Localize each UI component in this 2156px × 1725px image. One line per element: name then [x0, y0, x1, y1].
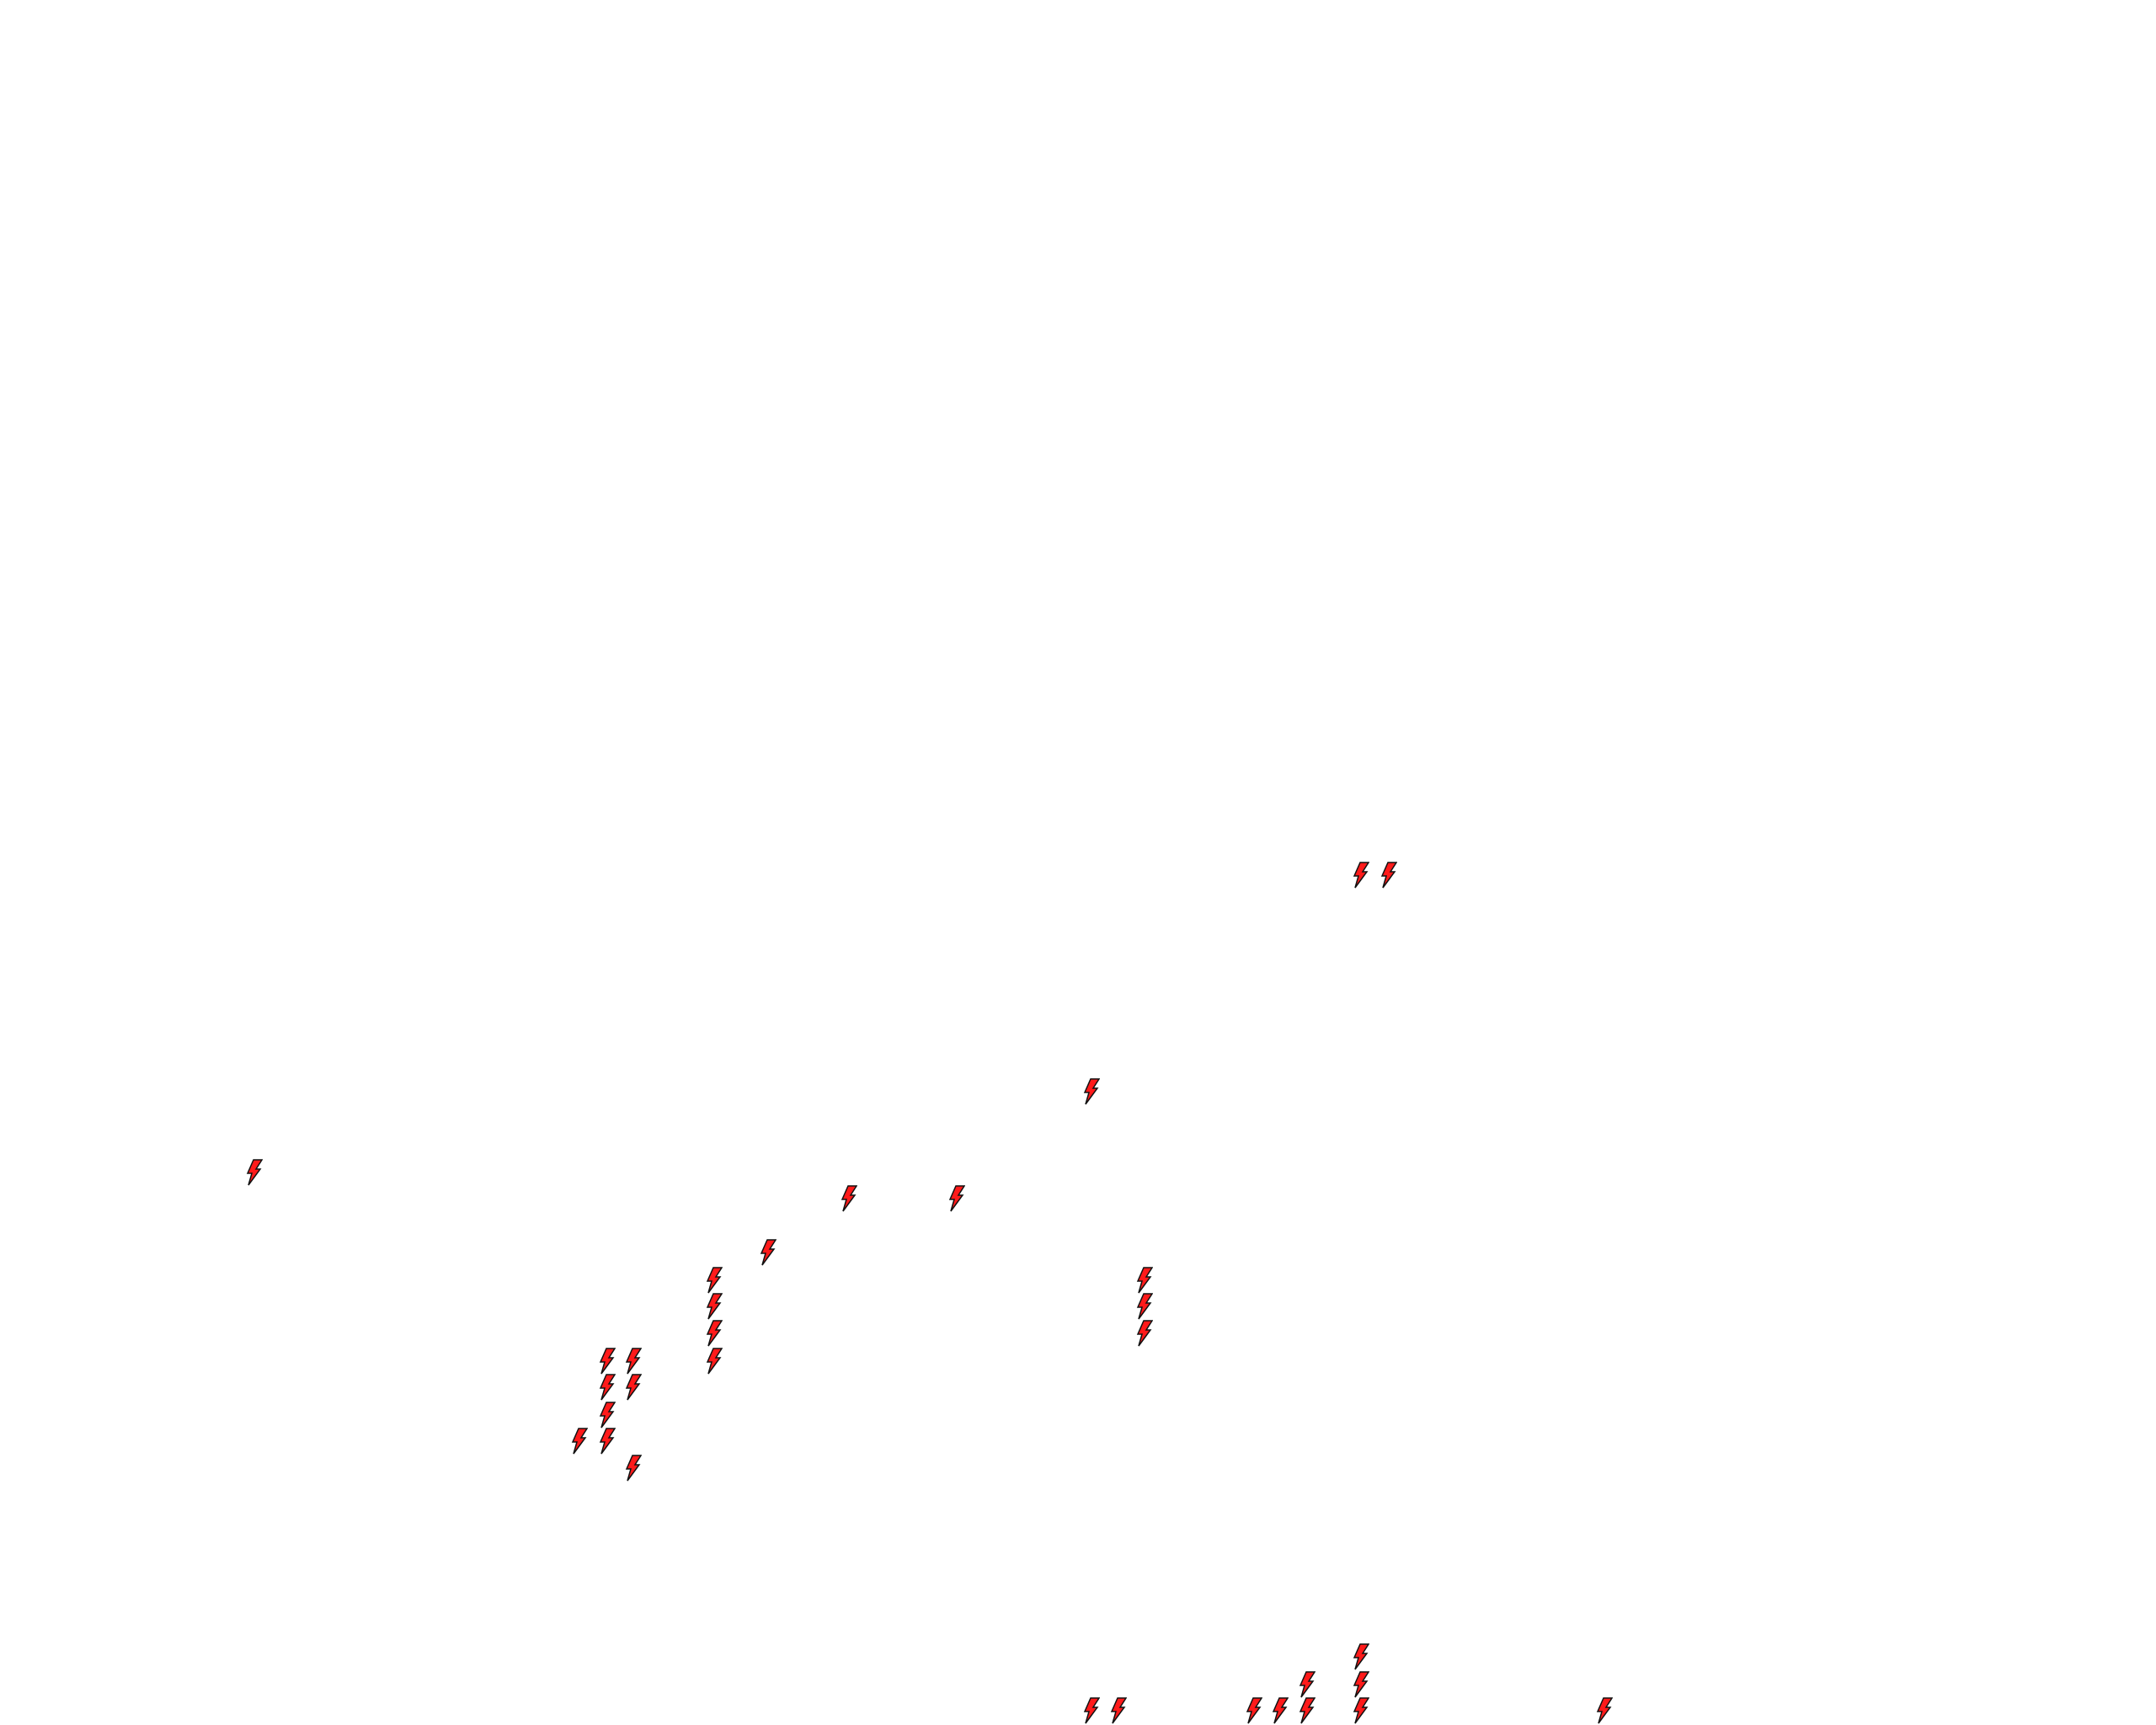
- lightning-bolt-icon[interactable]: [599, 1402, 616, 1429]
- lightning-bolt-icon[interactable]: [1299, 1697, 1316, 1724]
- lightning-bolt-icon[interactable]: [841, 1185, 858, 1212]
- lightning-bolt-icon[interactable]: [1353, 1671, 1370, 1698]
- lightning-bolt-icon[interactable]: [1110, 1697, 1128, 1724]
- lightning-bolt-icon[interactable]: [760, 1239, 776, 1266]
- lightning-bolt-icon[interactable]: [706, 1320, 723, 1347]
- lightning-bolt-icon[interactable]: [706, 1292, 723, 1320]
- lightning-bolt-icon[interactable]: [1353, 1697, 1370, 1724]
- lightning-bolt-icon[interactable]: [706, 1266, 723, 1294]
- lightning-bolt-icon[interactable]: [625, 1455, 642, 1482]
- lightning-bolt-icon[interactable]: [1136, 1266, 1154, 1294]
- lightning-bolt-icon[interactable]: [1299, 1671, 1316, 1698]
- lightning-bolt-icon[interactable]: [1246, 1697, 1262, 1724]
- lightning-bolt-icon[interactable]: [1136, 1320, 1154, 1347]
- lightning-bolt-icon[interactable]: [1353, 1643, 1370, 1670]
- lightning-bolt-icon[interactable]: [571, 1428, 588, 1455]
- lightning-bolt-icon[interactable]: [625, 1374, 642, 1401]
- lightning-bolt-icon[interactable]: [1272, 1697, 1289, 1724]
- lightning-bolt-icon[interactable]: [706, 1348, 723, 1375]
- lightning-bolt-icon[interactable]: [1353, 862, 1370, 889]
- lightning-bolt-icon[interactable]: [1380, 862, 1397, 889]
- lightning-bolt-icon[interactable]: [1596, 1697, 1614, 1724]
- lightning-bolt-icon[interactable]: [1083, 1697, 1100, 1724]
- lightning-bolt-icon[interactable]: [599, 1428, 616, 1455]
- lightning-bolt-icon[interactable]: [599, 1348, 616, 1375]
- lightning-bolt-icon[interactable]: [1083, 1078, 1100, 1105]
- lightning-bolt-icon[interactable]: [1136, 1292, 1154, 1320]
- lightning-bolt-icon[interactable]: [246, 1159, 264, 1186]
- lightning-bolt-icon[interactable]: [599, 1374, 616, 1401]
- lightning-bolt-icon[interactable]: [948, 1185, 965, 1212]
- lightning-bolt-icon[interactable]: [625, 1348, 642, 1375]
